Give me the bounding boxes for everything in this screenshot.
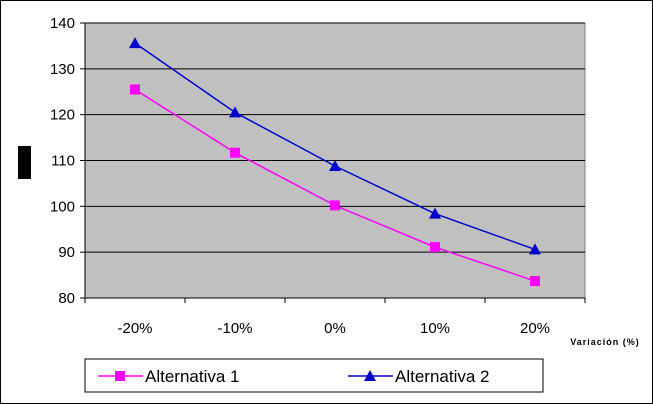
legend-label: Alternativa 2 bbox=[395, 367, 490, 386]
x-tick-label: 10% bbox=[420, 320, 450, 337]
legend-marker bbox=[115, 371, 125, 381]
y-tick-label: 90 bbox=[58, 244, 75, 261]
series-1 bbox=[130, 84, 540, 287]
y-tick-label: 130 bbox=[50, 61, 75, 78]
y-tick-label: 120 bbox=[50, 107, 75, 124]
data-point bbox=[530, 276, 540, 287]
y-tick-label: 110 bbox=[51, 153, 75, 170]
y-axis: 80 90 100 110 120 130 140 bbox=[50, 15, 86, 307]
data-point bbox=[330, 200, 340, 211]
series-layer bbox=[129, 37, 541, 287]
series-2 bbox=[129, 37, 541, 255]
data-point bbox=[229, 106, 241, 118]
x-tick-label: 0% bbox=[324, 320, 346, 337]
x-axis-title: Variación (%) bbox=[570, 337, 640, 347]
y-tick-label: 80 bbox=[58, 290, 75, 307]
data-point bbox=[430, 242, 440, 253]
legend-box bbox=[84, 358, 544, 393]
legend-label: Alternativa 1 bbox=[145, 367, 240, 386]
data-point bbox=[429, 207, 441, 219]
data-point bbox=[529, 243, 541, 255]
data-point bbox=[130, 84, 140, 95]
x-axis: -20% -10% 0% 10% 20% bbox=[84, 297, 586, 337]
y-tick-label: 140 bbox=[50, 15, 75, 32]
legend: Alternativa 1 Alternativa 2 bbox=[84, 358, 544, 393]
y-axis-marker bbox=[18, 146, 31, 179]
data-point bbox=[230, 147, 240, 158]
y-tick-label: 100 bbox=[50, 198, 75, 215]
data-point bbox=[329, 160, 341, 171]
legend-marker bbox=[364, 370, 376, 381]
x-tick-label: -10% bbox=[217, 320, 252, 337]
x-tick-label: -20% bbox=[117, 320, 152, 337]
data-point bbox=[129, 37, 141, 49]
x-tick-label: 20% bbox=[520, 320, 550, 337]
